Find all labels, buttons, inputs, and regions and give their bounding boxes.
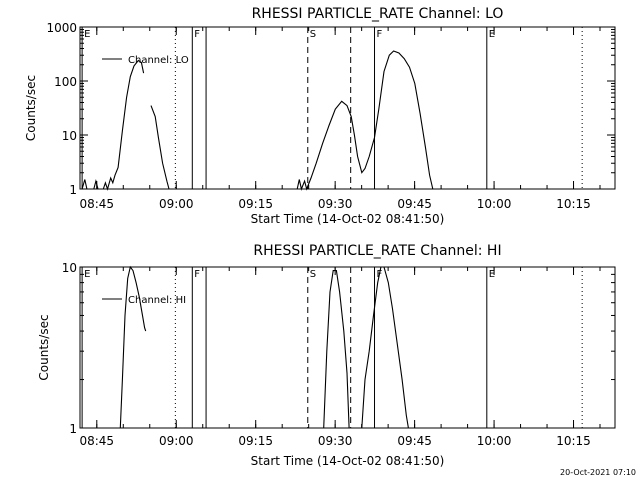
event-marker-label-4: S xyxy=(310,29,316,40)
x-tick-label-09-30: 09:30 xyxy=(318,434,353,448)
legend-label: Channel: HI xyxy=(128,295,186,306)
chart-title: RHESSI PARTICLE_RATE Channel: HI xyxy=(253,243,501,259)
x-tick-label-09-00: 09:00 xyxy=(159,434,194,448)
event-marker-label-0: E xyxy=(84,269,90,280)
event-marker-label-2: F xyxy=(194,269,200,280)
rate-series-line-0-segment-1 xyxy=(150,105,170,190)
event-marker-label-0: E xyxy=(84,29,90,40)
x-tick-label-10-00: 10:00 xyxy=(477,197,512,211)
y-tick-label-1: 1 xyxy=(69,422,77,436)
x-axis-label: Start Time (14-Oct-02 08:41:50) xyxy=(251,212,445,226)
y-tick-label-1: 1 xyxy=(69,183,77,197)
legend-label: Channel: LO xyxy=(128,55,189,66)
x-tick-label-09-00: 09:00 xyxy=(159,197,194,211)
event-marker-label-4: S xyxy=(310,269,316,280)
y-tick-label-1000: 1000 xyxy=(46,21,77,35)
y-tick-label-10: 10 xyxy=(62,261,77,275)
rate-series-line-0-segment-2 xyxy=(361,266,409,429)
event-marker-label-7: E xyxy=(489,29,495,40)
chart-panel-lo: RHESSI PARTICLE_RATE Channel: LO E F S F E Cha… xyxy=(24,6,616,226)
rate-series-line-0-segment-2 xyxy=(296,50,434,191)
plot-frame xyxy=(79,26,616,190)
x-tick-label-10-00: 10:00 xyxy=(477,434,512,448)
x-tick-label-09-15: 09:15 xyxy=(238,434,273,448)
event-marker-label-6: F xyxy=(377,29,383,40)
rate-series-line-0-segment-0 xyxy=(81,59,145,191)
x-tick-label-09-15: 09:15 xyxy=(238,197,273,211)
y-tick-label-100: 100 xyxy=(54,75,77,89)
rate-series-line-0-segment-1 xyxy=(323,270,350,429)
x-tick-label-08-45: 08:45 xyxy=(79,197,114,211)
chart-title: RHESSI PARTICLE_RATE Channel: LO xyxy=(252,6,504,22)
timestamp-footer: 20-Oct-2021 07:10 xyxy=(560,468,636,477)
event-marker-label-2: F xyxy=(194,29,200,40)
x-axis-label: Start Time (14-Oct-02 08:41:50) xyxy=(251,454,445,468)
event-marker-label-7: E xyxy=(489,269,495,280)
x-tick-label-09-45: 09:45 xyxy=(397,434,432,448)
x-tick-label-10-15: 10:15 xyxy=(556,434,591,448)
plot-frame xyxy=(79,266,616,429)
x-tick-label-10-15: 10:15 xyxy=(556,197,591,211)
x-tick-label-08-45: 08:45 xyxy=(79,434,114,448)
y-axis-label: Counts/sec xyxy=(24,75,38,141)
y-axis-label: Counts/sec xyxy=(37,314,51,380)
x-tick-label-09-45: 09:45 xyxy=(397,197,432,211)
chart-panel-hi: RHESSI PARTICLE_RATE Channel: HIE F S F ECha… xyxy=(37,243,616,468)
rate-series-line-0-segment-0 xyxy=(119,265,147,429)
x-tick-label-09-30: 09:30 xyxy=(318,197,353,211)
y-tick-label-10: 10 xyxy=(62,129,77,143)
